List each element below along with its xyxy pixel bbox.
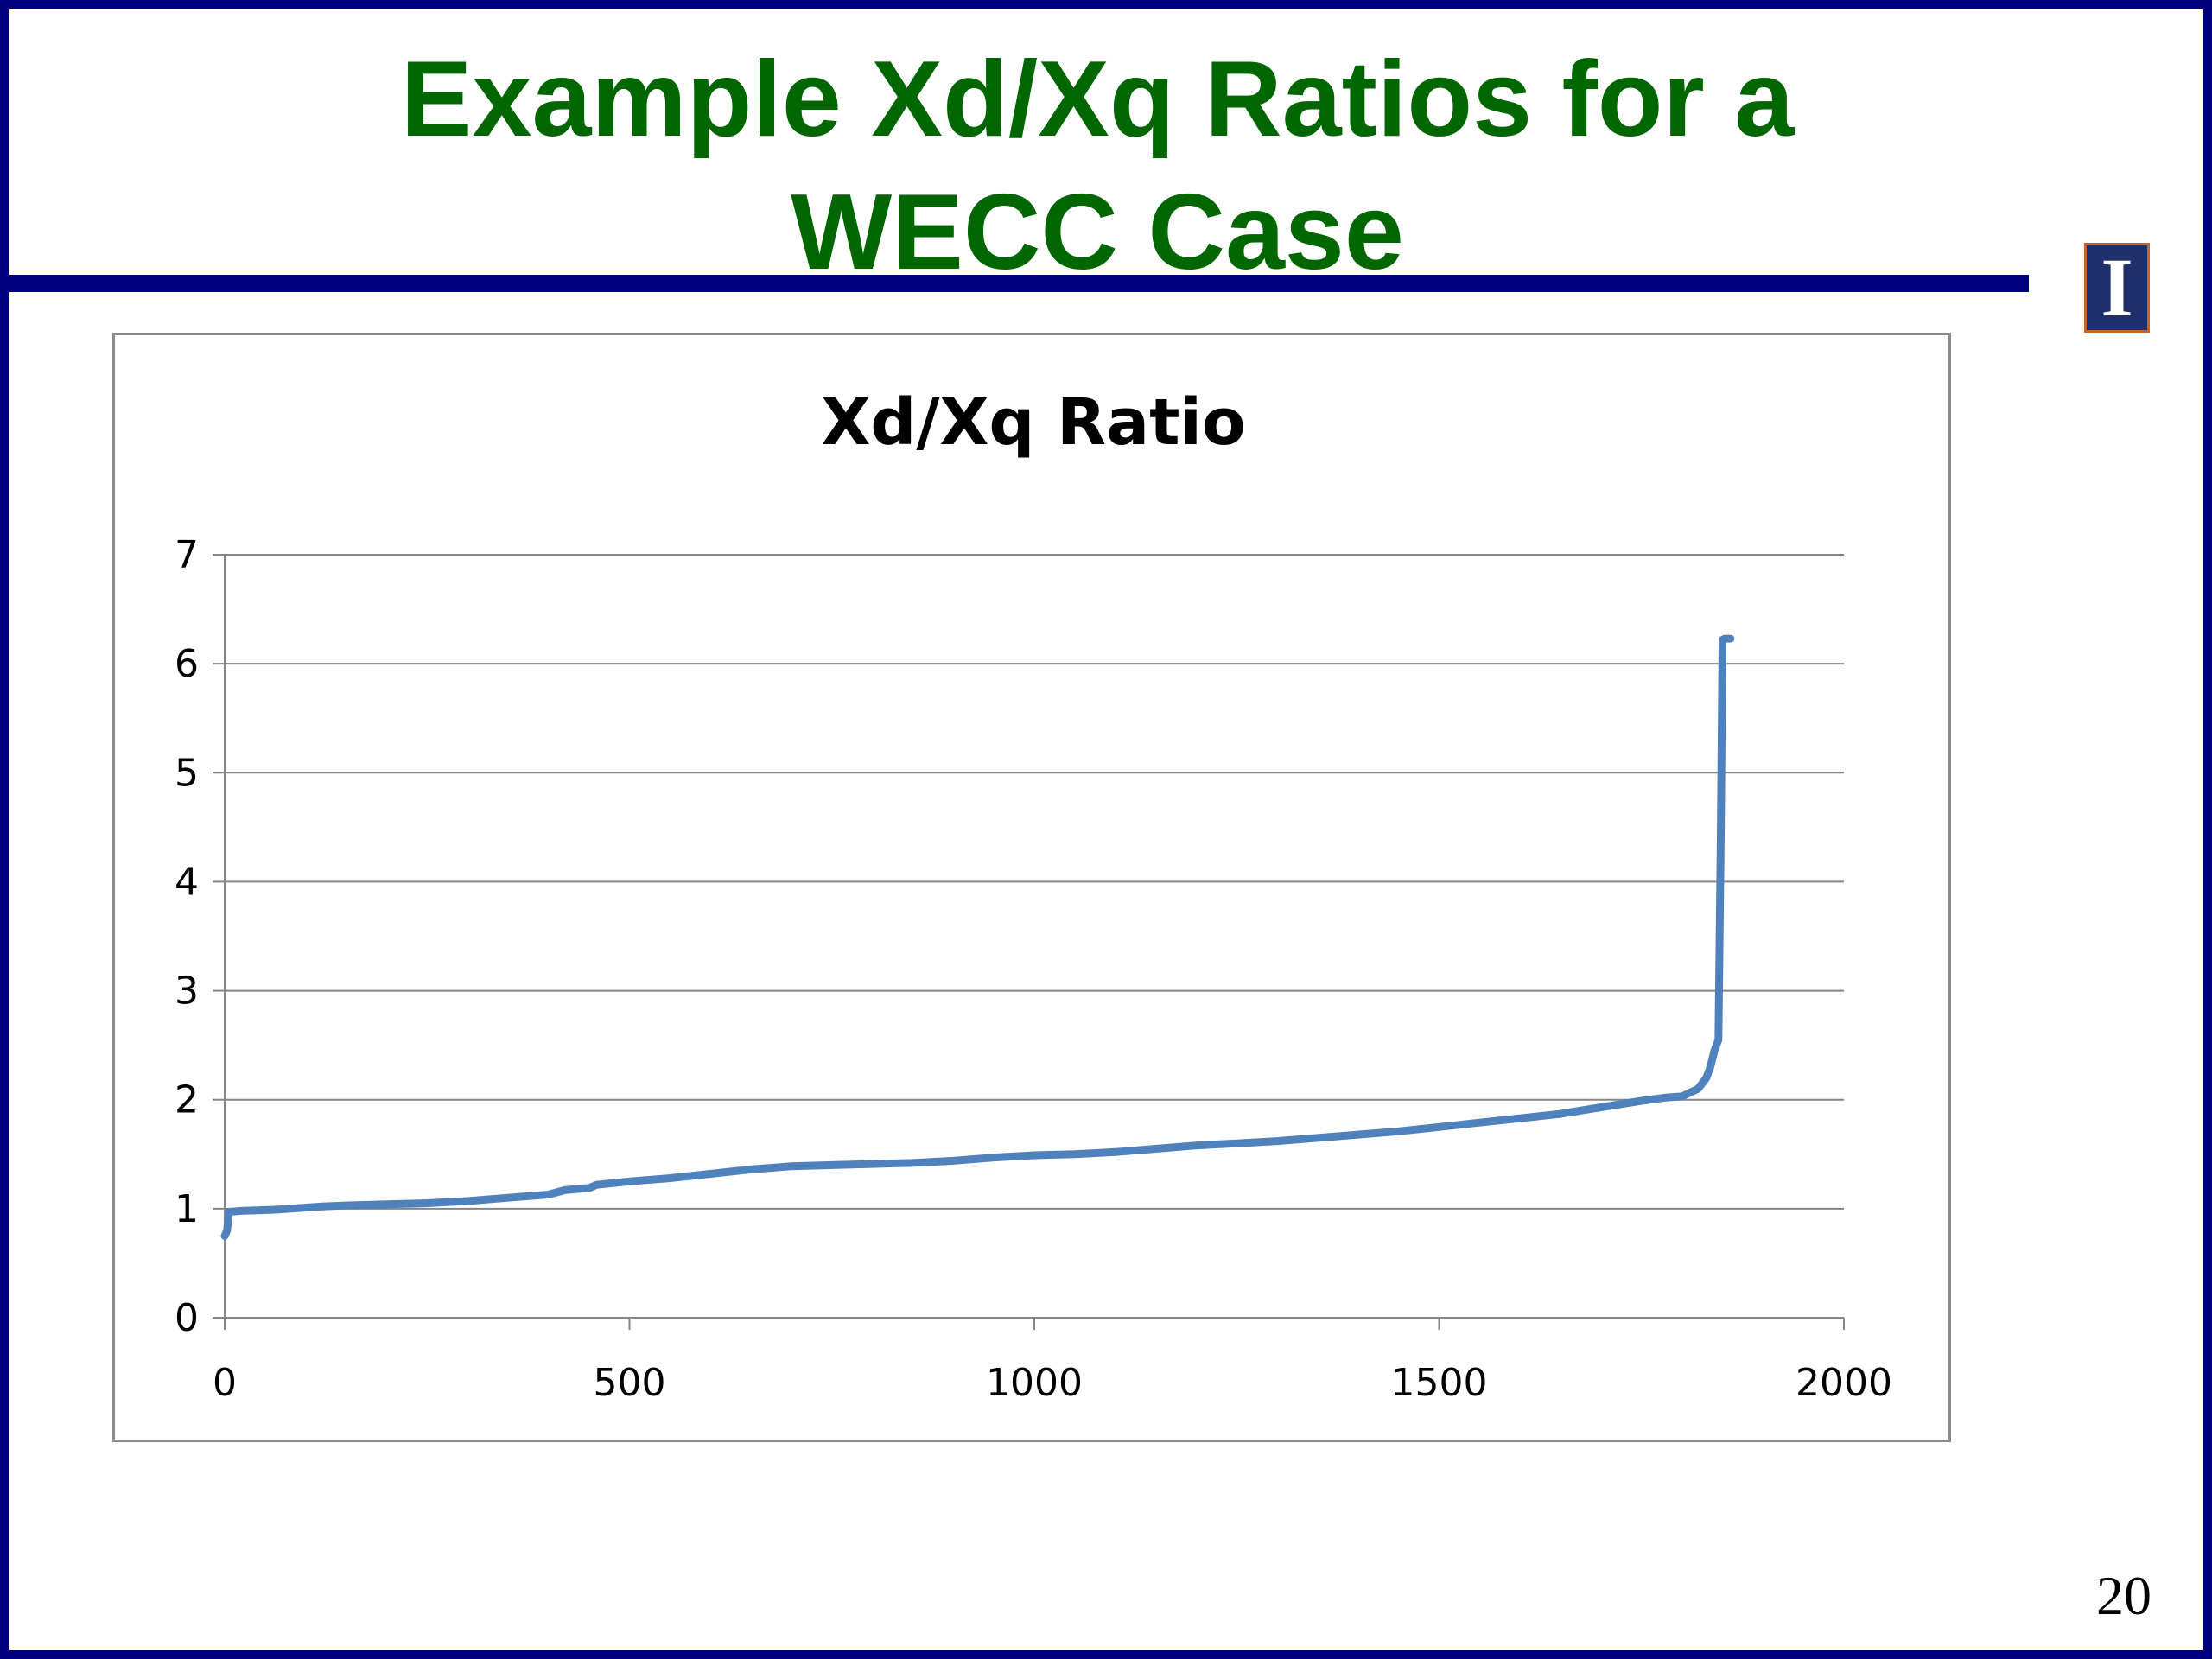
series-line-0 <box>220 634 1735 1240</box>
xd-xq-ratio-chart: Xd/Xq Ratio 0 1 2 3 4 5 6 7 0 500 1000 1500 2000 <box>175 385 1892 1405</box>
chart-gridlines <box>225 554 1844 1210</box>
chart-title: Xd/Xq Ratio <box>821 385 1245 460</box>
slide-title: Example Xd/Xq Ratios for a WECC Case <box>130 33 2065 299</box>
chart-axes <box>213 554 1845 1330</box>
y-tick-label: 2 <box>175 1078 199 1122</box>
slide-title-line-2: WECC Case <box>791 173 1404 292</box>
title-divider <box>9 275 2029 292</box>
x-tick-label: 500 <box>594 1361 666 1405</box>
y-tick-label: 5 <box>175 751 199 795</box>
y-tick-label: 0 <box>175 1296 199 1340</box>
y-tick-label: 1 <box>175 1187 199 1231</box>
page-number: 20 <box>2096 1565 2152 1626</box>
university-block-i-icon: I <box>2084 243 2150 333</box>
slide-title-line-1: Example Xd/Xq Ratios for a <box>400 40 1795 159</box>
x-tick-label: 1500 <box>1391 1361 1488 1405</box>
y-tick-label: 3 <box>175 969 199 1014</box>
y-tick-label: 4 <box>175 860 199 904</box>
chart-series <box>220 634 1735 1240</box>
chart-tick-labels: 0 1 2 3 4 5 6 7 0 500 1000 1500 2000 <box>175 533 1892 1405</box>
x-tick-label: 0 <box>213 1361 237 1405</box>
y-tick-label: 6 <box>175 642 199 686</box>
y-tick-label: 7 <box>175 533 199 577</box>
x-tick-label: 2000 <box>1796 1361 1892 1405</box>
chart-frame: Xd/Xq Ratio 0 1 2 3 4 5 6 7 0 500 1000 1500 2000 <box>112 333 1951 1442</box>
x-tick-label: 1000 <box>986 1361 1083 1405</box>
